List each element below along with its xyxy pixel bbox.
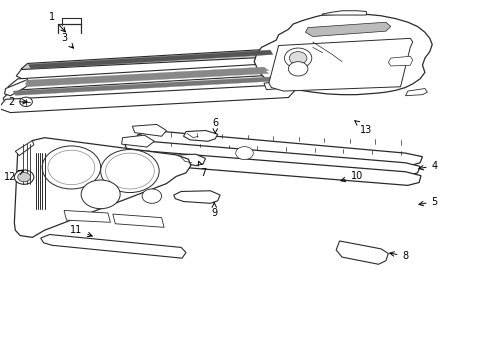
- Polygon shape: [132, 125, 166, 136]
- Polygon shape: [64, 211, 110, 222]
- Polygon shape: [25, 67, 268, 84]
- Circle shape: [284, 48, 311, 68]
- Circle shape: [42, 146, 101, 189]
- Polygon shape: [28, 50, 272, 69]
- Text: 7: 7: [198, 161, 206, 178]
- Text: 13: 13: [354, 121, 372, 135]
- Polygon shape: [16, 57, 283, 80]
- Text: 4: 4: [418, 161, 437, 171]
- Polygon shape: [322, 11, 366, 15]
- Polygon shape: [113, 149, 420, 185]
- Polygon shape: [137, 131, 422, 166]
- Text: 10: 10: [340, 171, 362, 182]
- Text: 2: 2: [8, 97, 27, 107]
- Circle shape: [289, 51, 306, 64]
- Polygon shape: [173, 154, 205, 166]
- Polygon shape: [268, 39, 412, 91]
- Polygon shape: [25, 70, 268, 87]
- Polygon shape: [8, 63, 288, 92]
- Polygon shape: [21, 49, 278, 72]
- Text: 6: 6: [212, 118, 218, 134]
- Circle shape: [18, 172, 30, 182]
- Text: 3: 3: [61, 33, 73, 48]
- Circle shape: [48, 150, 95, 185]
- Circle shape: [105, 153, 154, 189]
- Polygon shape: [15, 140, 34, 156]
- Polygon shape: [387, 56, 412, 66]
- Text: 1: 1: [49, 12, 65, 32]
- Circle shape: [235, 147, 253, 159]
- Circle shape: [20, 97, 32, 107]
- Polygon shape: [14, 138, 190, 237]
- Text: 11: 11: [70, 225, 92, 237]
- Polygon shape: [173, 191, 220, 203]
- Circle shape: [81, 180, 120, 209]
- Polygon shape: [261, 65, 298, 76]
- Polygon shape: [41, 234, 185, 258]
- Polygon shape: [335, 241, 387, 264]
- Circle shape: [288, 62, 307, 76]
- Text: 8: 8: [389, 251, 407, 261]
- Polygon shape: [183, 131, 217, 141]
- Polygon shape: [254, 14, 431, 95]
- Polygon shape: [0, 85, 295, 113]
- Polygon shape: [13, 77, 276, 95]
- Text: 9: 9: [211, 203, 217, 219]
- Text: 5: 5: [418, 197, 437, 207]
- Polygon shape: [264, 80, 300, 90]
- Circle shape: [14, 170, 34, 184]
- Text: 12: 12: [4, 171, 23, 182]
- Circle shape: [101, 149, 159, 193]
- Polygon shape: [305, 22, 390, 37]
- Polygon shape: [3, 75, 290, 104]
- Polygon shape: [405, 89, 427, 96]
- Polygon shape: [125, 140, 419, 176]
- Circle shape: [142, 189, 161, 203]
- Polygon shape: [113, 214, 163, 227]
- Polygon shape: [122, 135, 154, 147]
- Polygon shape: [4, 80, 30, 96]
